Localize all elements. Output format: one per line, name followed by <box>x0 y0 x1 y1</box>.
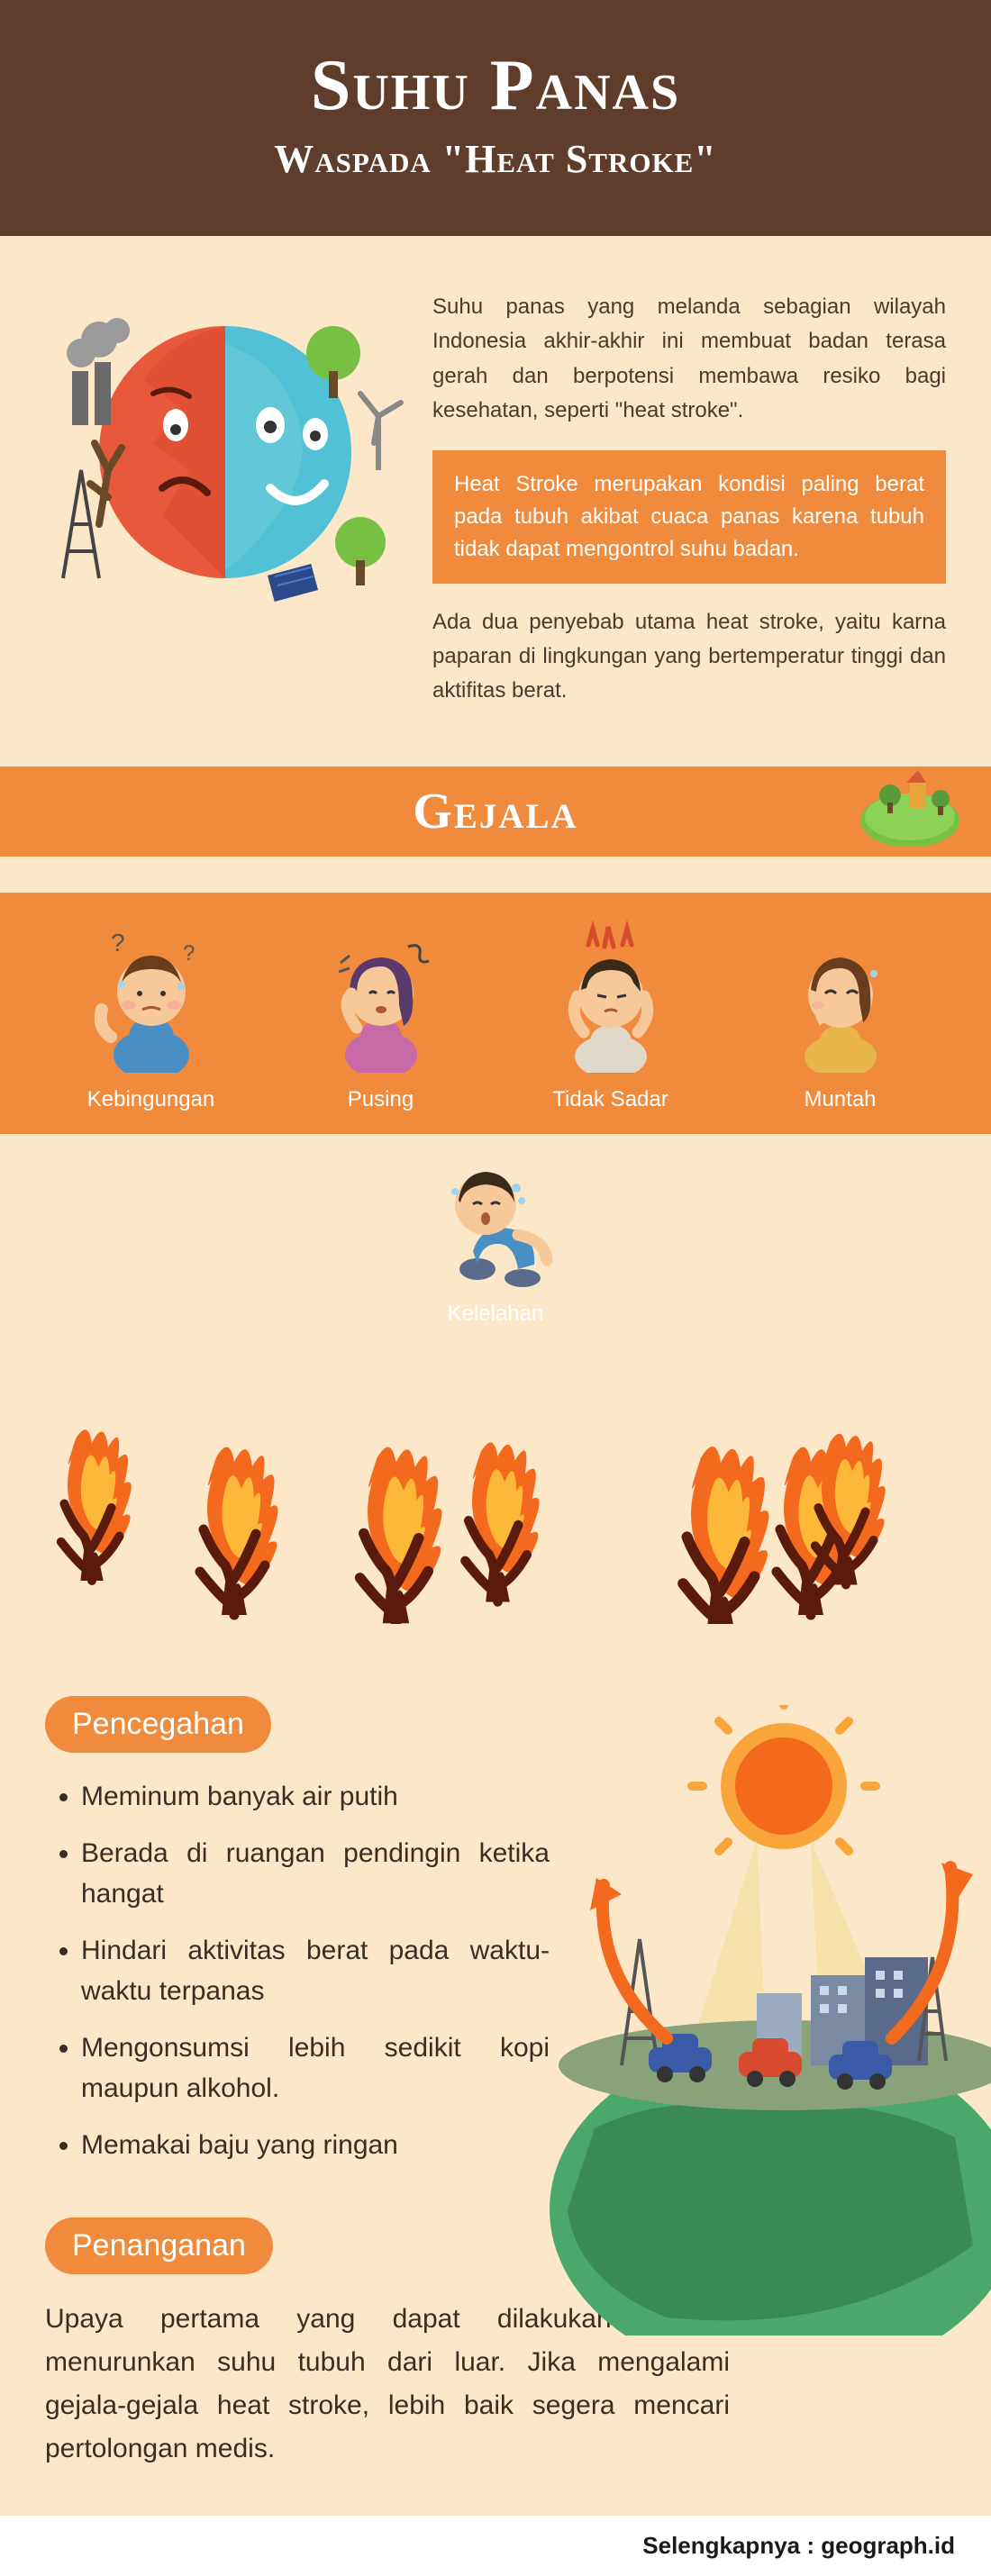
prevention-item: Meminum banyak air putih <box>81 1776 550 1817</box>
symptom-label: Kebingungan <box>36 1087 266 1112</box>
symptom-kelelahan: Kelelahan <box>0 1134 991 1327</box>
symptom-label: Tidak Sadar <box>496 1087 725 1112</box>
intro-paragraph-2: Ada dua penyebab utama heat stroke, yait… <box>432 605 946 709</box>
symptom-pusing: Pusing <box>266 920 496 1112</box>
prevention-item: Hindari aktivitas berat pada waktu-waktu… <box>81 1930 550 2011</box>
main-title: Suhu Panas <box>18 45 973 127</box>
symptom-label: Muntah <box>804 1087 876 1111</box>
person-unconscious-icon <box>543 920 678 1073</box>
pencegahan-heading: Pencegahan <box>45 1696 271 1753</box>
intro-section: Suhu panas yang melanda sebagian wilayah… <box>0 236 991 766</box>
prevention-list: Meminum banyak air putih Berada di ruang… <box>45 1776 550 2165</box>
footer-bar: Selengkapnya : geograph.id <box>0 2516 991 2576</box>
subtitle: Waspada "Heat Stroke" <box>18 136 973 182</box>
prevention-item: Memakai baju yang ringan <box>81 2125 550 2165</box>
person-confused-icon: ? ? <box>84 920 219 1073</box>
prevention-item: Berada di ruangan pendingin ketika hanga… <box>81 1833 550 1914</box>
burning-trees-illustration <box>0 1327 991 1678</box>
prevention-item: Mengonsumsi lebih sedikit kopi maupun al… <box>81 2027 550 2109</box>
person-dizzy-icon <box>314 920 449 1073</box>
sun-city-earth-illustration <box>486 1705 991 2336</box>
fire-trees-svg <box>27 1354 964 1624</box>
symptoms-row: ? ? Kebingungan Pusing <box>0 893 991 1134</box>
symptom-label: Kelelahan <box>0 1302 991 1327</box>
symptom-tidak-sadar: Tidak Sadar <box>496 920 725 1112</box>
prevention-section: Pencegahan Meminum banyak air putih Bera… <box>0 1678 991 2209</box>
svg-text:?: ? <box>183 941 195 966</box>
intro-text-block: Suhu panas yang melanda sebagian wilayah… <box>432 290 946 730</box>
symptom-kebingungan: ? ? Kebingungan <box>36 920 266 1112</box>
person-exhausted-icon <box>428 1134 563 1287</box>
gejala-title: Gejala <box>0 783 991 840</box>
symptom-label: Pusing <box>266 1087 496 1112</box>
svg-text:?: ? <box>111 929 125 957</box>
gejala-heading-band: Gejala <box>0 766 991 857</box>
earth-split-illustration <box>45 290 405 614</box>
header-banner: Suhu Panas Waspada "Heat Stroke" <box>0 0 991 236</box>
intro-paragraph-1: Suhu panas yang melanda sebagian wilayah… <box>432 290 946 429</box>
mini-earth-icon <box>856 756 964 846</box>
footer-source: Selengkapnya : geograph.id <box>642 2532 955 2559</box>
person-vomit-icon <box>773 920 908 1073</box>
heat-stroke-callout: Heat Stroke merupakan kondisi paling ber… <box>432 450 946 584</box>
penanganan-heading: Penanganan <box>45 2218 273 2274</box>
symptom-muntah: Muntah <box>725 920 955 1112</box>
